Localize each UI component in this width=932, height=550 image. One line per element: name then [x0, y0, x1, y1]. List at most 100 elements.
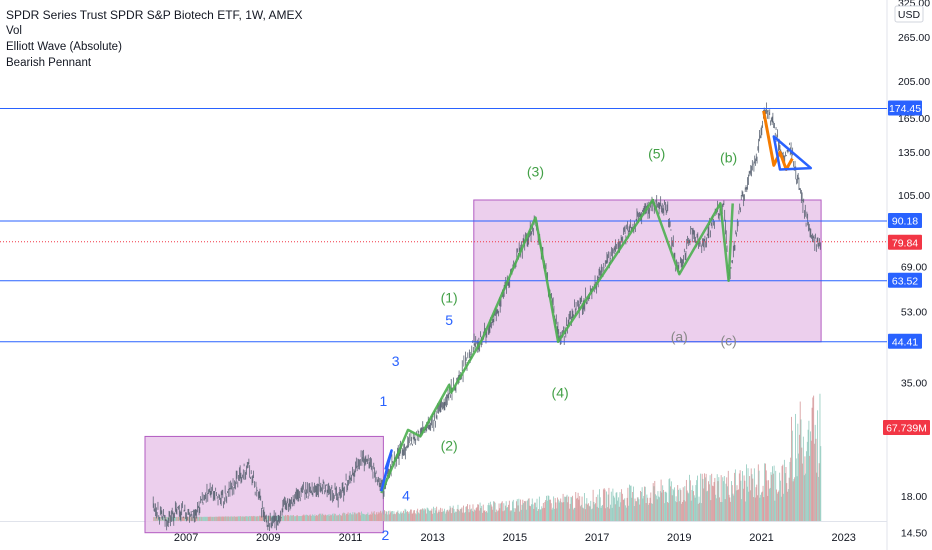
volume-bar [806, 451, 807, 521]
volume-bar [574, 507, 576, 521]
volume-bar [496, 509, 498, 521]
volume-bar [368, 514, 370, 521]
volume-bar [562, 493, 564, 521]
volume-bar [625, 507, 627, 521]
volume-bar [476, 507, 478, 521]
volume-bar [590, 500, 592, 521]
volume-bar [549, 499, 551, 521]
level-badge [888, 100, 922, 116]
volume-bar [567, 502, 569, 521]
volume-bar [597, 494, 599, 521]
volume-bar [719, 501, 721, 521]
volume-bar [504, 510, 506, 521]
volume-bar [421, 508, 423, 521]
volume-bar [296, 515, 298, 521]
volume-bar [731, 485, 733, 521]
volume-bar [159, 516, 161, 521]
volume-bar [303, 514, 305, 521]
volume-bar [387, 510, 389, 521]
volume-bar [713, 482, 715, 521]
volume-bar [199, 516, 201, 521]
volume-bar [583, 493, 585, 521]
volume-bar [615, 492, 617, 521]
volume-bar [760, 494, 762, 521]
volume-bar [289, 515, 291, 521]
volume-bar [384, 510, 385, 521]
volume-bar [693, 495, 695, 521]
volume-bar [556, 508, 558, 521]
volume-bar [553, 508, 555, 521]
volume-bar [631, 497, 633, 521]
volume-bar [772, 466, 773, 521]
volume-bar [572, 495, 574, 521]
volume-bar [645, 503, 647, 521]
volume-bar [286, 515, 288, 521]
volume-bar [197, 516, 199, 521]
volume-bar [634, 498, 636, 521]
volume-bar [585, 503, 587, 521]
volume-bar [421, 509, 423, 521]
volume-bar [322, 513, 324, 521]
volume-bar [599, 497, 601, 521]
volume-bar [730, 481, 732, 521]
volume-bar [459, 509, 461, 521]
volume-bar [440, 511, 442, 521]
volume-bar [510, 510, 512, 521]
volume-bar [310, 515, 312, 521]
volume-bar [752, 478, 754, 521]
volume-bar [531, 498, 533, 521]
legend-study-elliott-wave[interactable]: Elliott Wave (Absolute) [6, 41, 122, 53]
volume-bar [707, 490, 709, 521]
volume-bar [246, 516, 248, 521]
volume-bar [515, 508, 517, 521]
volume-bar [490, 504, 492, 521]
volume-bar [347, 512, 349, 521]
volume-bar [161, 516, 163, 521]
volume-bar [402, 512, 404, 521]
volume-bar [706, 491, 708, 521]
volume-bar [674, 487, 675, 521]
volume-bar [426, 507, 428, 521]
volume-bar [248, 516, 250, 521]
volume-bar [642, 498, 644, 521]
volume-bar [282, 515, 284, 521]
volume-bar [670, 481, 672, 521]
level-badge [888, 333, 922, 349]
legend-study-bearish-pennant[interactable]: Bearish Pennant [6, 57, 92, 69]
volume-bar [337, 515, 339, 521]
volume-bar [539, 509, 541, 521]
volume-bar [162, 516, 164, 521]
volume-bar [260, 516, 262, 521]
volume-bar [666, 502, 668, 521]
volume-bar [376, 514, 378, 521]
volume-bar [380, 513, 382, 521]
volume-bar [616, 492, 618, 521]
volume-bar [668, 479, 670, 521]
volume-bar [416, 510, 418, 521]
volume-bar [734, 472, 736, 521]
volume-bar [630, 485, 632, 521]
volume-bar [410, 509, 411, 521]
volume-bar [456, 508, 458, 521]
legend-study-vol[interactable]: Vol [6, 25, 22, 37]
volume-bar [688, 493, 690, 521]
volume-bar [431, 508, 433, 521]
volume-bar [357, 512, 359, 521]
volume-bar [467, 504, 468, 521]
volume-bar [798, 434, 800, 521]
volume-bar [672, 488, 674, 521]
volume-bar [356, 513, 358, 521]
volume-bar [683, 500, 685, 521]
volume-bar [345, 515, 347, 521]
volume-bar [700, 473, 702, 521]
volume-bar [299, 515, 301, 521]
volume-bar [709, 475, 711, 521]
volume-bar [583, 508, 585, 521]
y-tick-label: 53.00 [901, 307, 927, 319]
volume-bar [218, 516, 219, 521]
wave-label: 5 [445, 312, 453, 328]
volume-bar [538, 496, 540, 521]
volume-bar [804, 456, 806, 521]
